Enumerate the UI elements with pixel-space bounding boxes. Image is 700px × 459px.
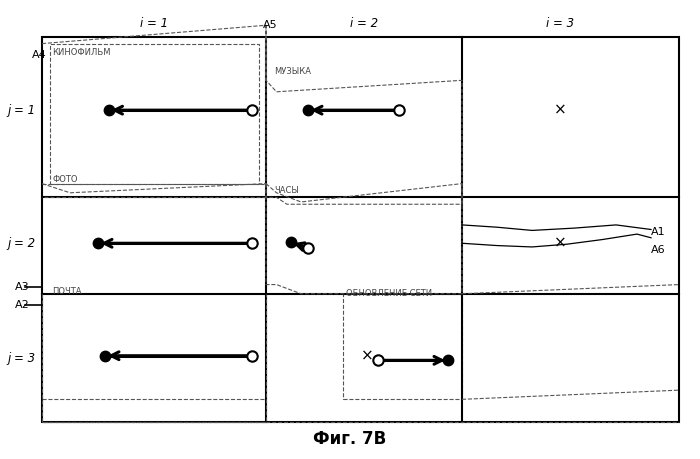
Bar bbox=[50, 44, 259, 184]
Text: A6: A6 bbox=[651, 245, 666, 255]
Text: A4: A4 bbox=[32, 50, 46, 60]
Text: ×: × bbox=[554, 103, 566, 118]
Text: ОБНОВЛЕНИЕ СЕТИ: ОБНОВЛЕНИЕ СЕТИ bbox=[346, 289, 433, 298]
Text: ПОЧТА: ПОЧТА bbox=[52, 287, 82, 296]
Bar bbox=[343, 294, 462, 399]
Text: A3: A3 bbox=[15, 282, 30, 292]
Text: A1: A1 bbox=[651, 227, 666, 237]
Bar bbox=[42, 37, 679, 422]
Text: ×: × bbox=[361, 348, 374, 363]
Text: Фиг. 7В: Фиг. 7В bbox=[314, 430, 386, 448]
Text: ЧАСЫ: ЧАСЫ bbox=[274, 186, 300, 195]
Text: A2: A2 bbox=[15, 300, 30, 310]
Text: ФОТО: ФОТО bbox=[52, 174, 78, 184]
Text: j = 1: j = 1 bbox=[7, 104, 35, 117]
Text: j = 2: j = 2 bbox=[7, 237, 35, 250]
Text: i = 2: i = 2 bbox=[350, 17, 378, 30]
Text: i = 1: i = 1 bbox=[140, 17, 168, 30]
Text: МУЗЫКА: МУЗЫКА bbox=[274, 67, 312, 76]
Text: ×: × bbox=[554, 236, 566, 251]
Text: j = 3: j = 3 bbox=[7, 352, 35, 364]
Text: КИНОФИЛЬМ: КИНОФИЛЬМ bbox=[52, 48, 111, 57]
Text: A5: A5 bbox=[263, 20, 278, 30]
Text: i = 3: i = 3 bbox=[546, 17, 574, 30]
